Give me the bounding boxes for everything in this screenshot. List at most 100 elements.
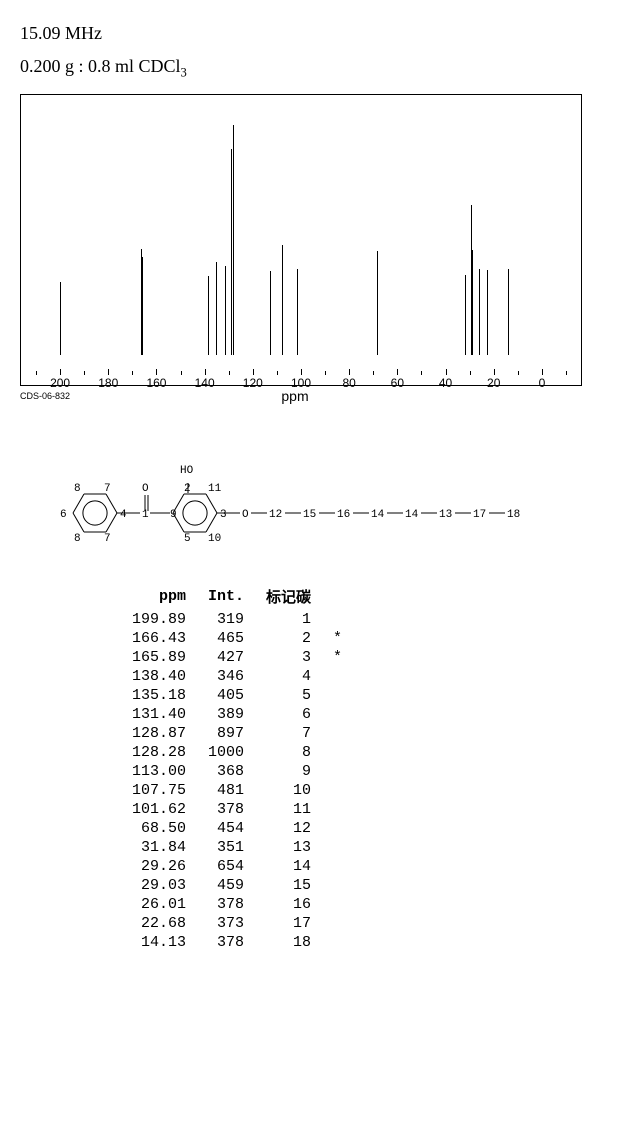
cell-int: 897 <box>198 725 254 742</box>
col-carbon: 标记碳 <box>256 584 321 609</box>
cell-star <box>323 934 352 951</box>
axis-minor-tick <box>229 371 230 375</box>
tick-label: 0 <box>539 376 546 390</box>
peak-table: ppm Int. 标记碳 199.893191166.434652*165.89… <box>120 582 354 953</box>
svg-text:4: 4 <box>120 509 127 521</box>
svg-text:12: 12 <box>269 509 282 521</box>
cell-int: 378 <box>198 934 254 951</box>
cell-carbon: 10 <box>256 782 321 799</box>
structure-diagram: 6878741O92115103HOO1215161414131718 <box>60 424 606 570</box>
cell-carbon: 18 <box>256 934 321 951</box>
cell-ppm: 165.89 <box>122 649 196 666</box>
table-row: 128.2810008 <box>122 744 352 761</box>
tick-label: 180 <box>98 376 118 390</box>
cell-int: 459 <box>198 877 254 894</box>
cell-carbon: 3 <box>256 649 321 666</box>
cell-int: 405 <box>198 687 254 704</box>
svg-text:O: O <box>142 483 149 495</box>
cell-carbon: 16 <box>256 896 321 913</box>
spectrum-peak <box>377 251 378 355</box>
cell-carbon: 6 <box>256 706 321 723</box>
cell-int: 368 <box>198 763 254 780</box>
svg-text:HO: HO <box>180 465 194 477</box>
sample-prefix: 0.200 g : 0.8 ml CDCl <box>20 56 181 76</box>
col-ppm: ppm <box>122 584 196 609</box>
cell-carbon: 9 <box>256 763 321 780</box>
table-row: 29.0345915 <box>122 877 352 894</box>
table-row: 135.184055 <box>122 687 352 704</box>
sample-sub: 3 <box>181 66 187 80</box>
svg-text:14: 14 <box>405 509 419 521</box>
structure-svg: 6878741O92115103HOO1215161414131718 <box>60 448 600 558</box>
svg-text:2: 2 <box>184 483 191 495</box>
svg-text:9: 9 <box>170 509 177 521</box>
cell-carbon: 7 <box>256 725 321 742</box>
col-int: Int. <box>198 584 254 609</box>
cell-int: 373 <box>198 915 254 932</box>
cell-carbon: 1 <box>256 611 321 628</box>
axis-tick: 60 <box>397 369 398 375</box>
tick-label: 60 <box>391 376 404 390</box>
axis-tick: 80 <box>349 369 350 375</box>
spectrum-peak <box>508 269 509 356</box>
spectrum-peak <box>142 257 143 355</box>
svg-text:13: 13 <box>439 509 452 521</box>
col-star <box>323 584 352 609</box>
table-row: 113.003689 <box>122 763 352 780</box>
spectrum-peak <box>225 266 226 355</box>
cell-ppm: 113.00 <box>122 763 196 780</box>
cell-star <box>323 725 352 742</box>
spectrum-peak <box>233 125 234 355</box>
axis-minor-tick <box>373 371 374 375</box>
table-row: 29.2665414 <box>122 858 352 875</box>
axis-tick: 20 <box>494 369 495 375</box>
cell-int: 427 <box>198 649 254 666</box>
cell-carbon: 17 <box>256 915 321 932</box>
cell-carbon: 2 <box>256 630 321 647</box>
spectrum-peak <box>297 269 298 356</box>
cell-star <box>323 706 352 723</box>
cell-carbon: 4 <box>256 668 321 685</box>
svg-text:8: 8 <box>74 483 81 495</box>
spectrum-peak <box>60 282 61 355</box>
cell-star <box>323 687 352 704</box>
axis-minor-tick <box>36 371 37 375</box>
cell-carbon: 13 <box>256 839 321 856</box>
axis-minor-tick <box>421 371 422 375</box>
axis-tick: 200 <box>60 369 61 375</box>
axis-tick: 120 <box>253 369 254 375</box>
axis-minor-tick <box>277 371 278 375</box>
tick-label: 40 <box>439 376 452 390</box>
axis-minor-tick <box>132 371 133 375</box>
table-row: 101.6237811 <box>122 801 352 818</box>
nmr-spectrum: 200180160140120100806040200 <box>20 94 582 386</box>
svg-text:17: 17 <box>473 509 486 521</box>
tick-label: 100 <box>291 376 311 390</box>
spectrum-peak <box>465 275 466 356</box>
axis-tick: 0 <box>542 369 543 375</box>
cell-ppm: 135.18 <box>122 687 196 704</box>
cell-carbon: 5 <box>256 687 321 704</box>
axis-tick: 100 <box>301 369 302 375</box>
table-row: 14.1337818 <box>122 934 352 951</box>
svg-text:18: 18 <box>507 509 520 521</box>
spectrum-plot-area <box>36 105 566 355</box>
spectrum-peak <box>282 245 283 356</box>
axis-minor-tick <box>181 371 182 375</box>
axis-label: ppm <box>70 388 520 404</box>
cell-ppm: 166.43 <box>122 630 196 647</box>
cell-star <box>323 744 352 761</box>
cell-ppm: 22.68 <box>122 915 196 932</box>
cell-star <box>323 877 352 894</box>
cell-star: * <box>323 630 352 647</box>
axis-minor-tick <box>470 371 471 375</box>
svg-text:6: 6 <box>60 509 67 521</box>
svg-text:5: 5 <box>184 533 191 545</box>
cell-ppm: 128.28 <box>122 744 196 761</box>
table-row: 165.894273* <box>122 649 352 666</box>
cell-ppm: 14.13 <box>122 934 196 951</box>
cell-ppm: 29.26 <box>122 858 196 875</box>
axis-tick: 160 <box>156 369 157 375</box>
cell-int: 389 <box>198 706 254 723</box>
cell-star <box>323 896 352 913</box>
